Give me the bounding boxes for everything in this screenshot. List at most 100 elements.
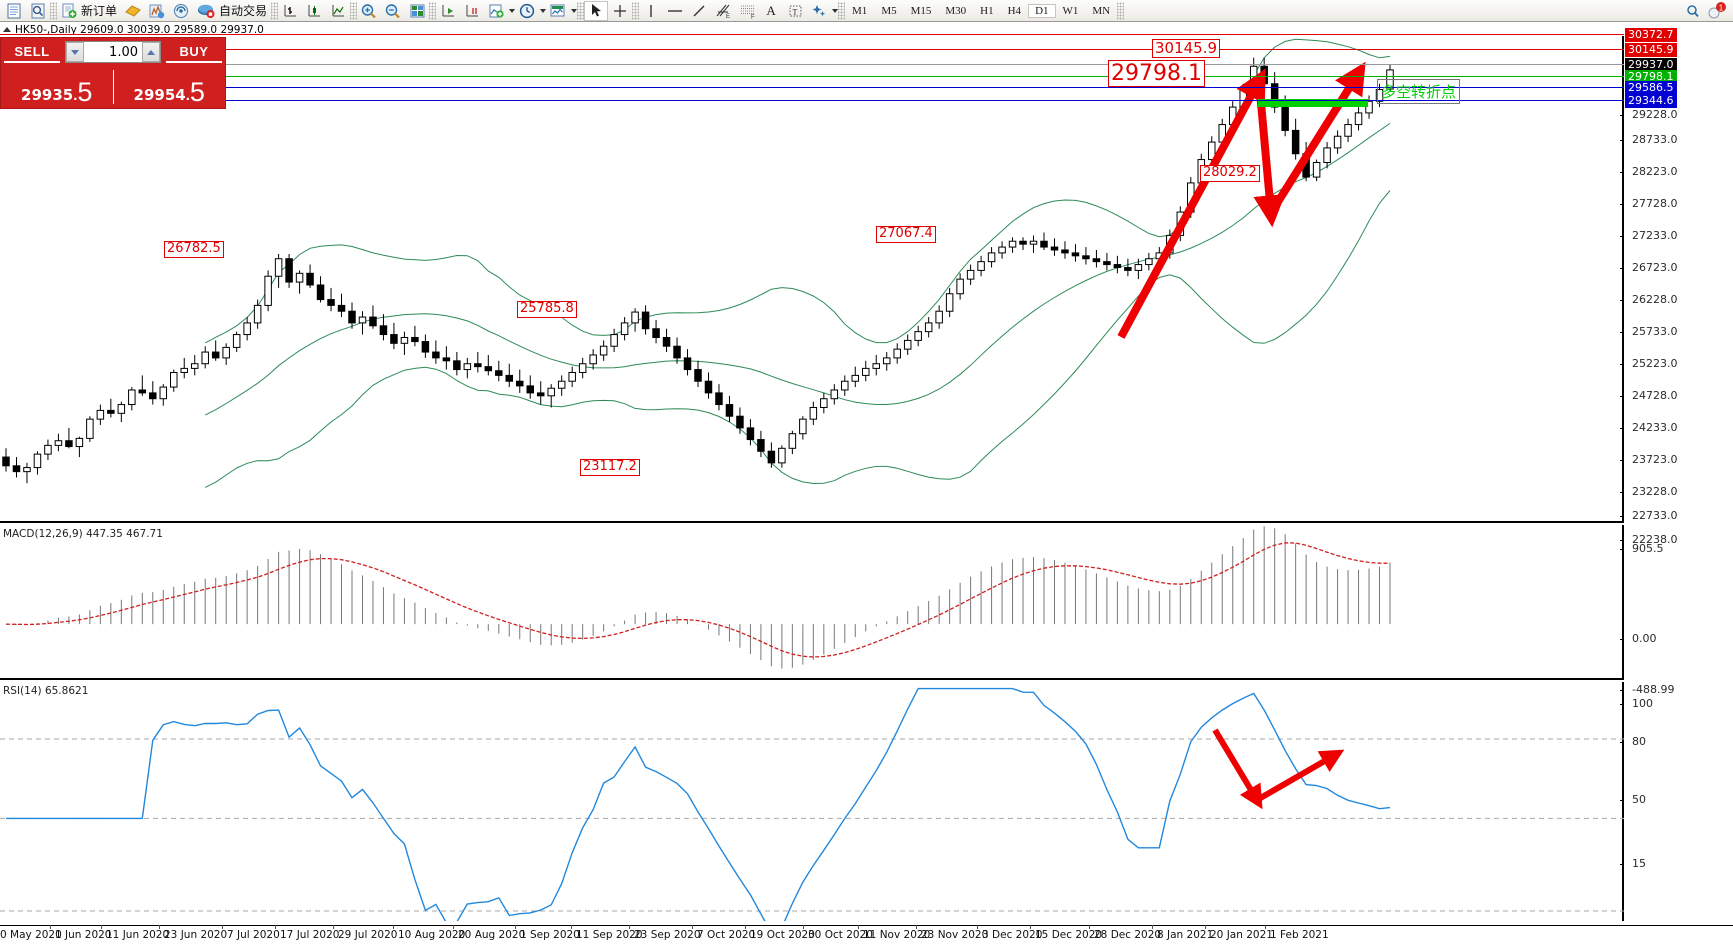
- chevron-up-icon: [147, 49, 155, 55]
- timeframe-d1[interactable]: D1: [1028, 3, 1056, 18]
- rsi-pane[interactable]: [0, 682, 1624, 921]
- price-tag-30145.9[interactable]: 30145.9: [1625, 43, 1677, 57]
- trendline-icon[interactable]: [687, 1, 711, 21]
- equidistant-channel-icon[interactable]: E: [711, 1, 735, 21]
- volume-value[interactable]: 1.00: [109, 44, 138, 60]
- macd-tick-905.5: 905.5: [1620, 542, 1664, 555]
- main-toolbar: 新订单 自动交易: [0, 0, 1733, 22]
- date-label: 28 Dec 2020: [1088, 925, 1162, 941]
- level-line-29798.1[interactable]: [0, 76, 1624, 77]
- price-tick-23723.0: 23723.0: [1620, 453, 1678, 466]
- bar-chart-icon[interactable]: [278, 1, 302, 21]
- buy-price[interactable]: 29954 . 5: [114, 66, 226, 108]
- timeframe-m5[interactable]: M5: [881, 4, 897, 17]
- horizontal-line-icon[interactable]: [663, 1, 687, 21]
- timeframe-mn[interactable]: MN: [1092, 4, 1111, 17]
- price-pane[interactable]: [0, 34, 1624, 523]
- zoom-in-icon[interactable]: [357, 1, 381, 21]
- price-pane-border: [1622, 36, 1624, 521]
- price-tag-30372.7[interactable]: 30372.7: [1625, 28, 1677, 42]
- date-label: 1 Feb 2021: [1265, 925, 1329, 941]
- collapse-triangle-icon[interactable]: [3, 27, 11, 32]
- timeframe-m1[interactable]: M1: [852, 4, 868, 17]
- callout-27067[interactable]: 27067.4: [876, 226, 936, 243]
- date-label: 23 Nov 2020: [915, 925, 989, 941]
- timeframe-w1[interactable]: W1: [1062, 4, 1079, 17]
- zoom-out-icon[interactable]: [381, 1, 405, 21]
- crosshair-icon[interactable]: [608, 1, 632, 21]
- date-label: 11 Sep 2020: [571, 925, 643, 941]
- price-axis[interactable]: 30372.7 30145.9 29937.0 29798.1 29586.5 29344…: [1619, 28, 1733, 925]
- callout-25785[interactable]: 25785.8: [517, 301, 577, 318]
- svg-text:T: T: [792, 7, 797, 16]
- shapes-dropdown-caret[interactable]: [832, 8, 839, 13]
- notifications-icon[interactable]: 1: [1705, 1, 1729, 21]
- price-tag-29586.5[interactable]: 29586.5: [1625, 81, 1677, 95]
- timeframe-m30[interactable]: M30: [945, 4, 967, 17]
- new-order-button[interactable]: 新订单: [57, 1, 121, 21]
- date-label: 1 Jun 2020: [49, 925, 112, 941]
- price-tag-29344.6[interactable]: 29344.6: [1625, 94, 1677, 108]
- templates-icon[interactable]: [546, 1, 570, 21]
- level-line-29937[interactable]: [0, 64, 1624, 65]
- toolbar-separator-2: [271, 1, 279, 20]
- callout-29798[interactable]: 29798.1: [1108, 60, 1205, 88]
- mql5-community-icon[interactable]: [121, 1, 145, 21]
- level-line-30145.9[interactable]: [0, 49, 1624, 50]
- timeframe-h1[interactable]: H1: [980, 4, 994, 17]
- callout-30145[interactable]: 30145.9: [1152, 39, 1221, 59]
- macd-pane-border: [1622, 525, 1624, 678]
- svg-text:E: E: [726, 14, 730, 19]
- macd-pane[interactable]: [0, 525, 1624, 680]
- new-chart-icon[interactable]: [2, 1, 26, 21]
- search-icon[interactable]: [1681, 1, 1705, 21]
- chart-area[interactable]: MACD(12,26,9) 447.35 467.71 RSI(14) 65.8…: [0, 28, 1733, 925]
- trade-panel-divider: [112, 70, 114, 104]
- line-chart-icon[interactable]: [326, 1, 350, 21]
- periods-dropdown-caret[interactable]: [540, 8, 547, 13]
- volume-increase-button[interactable]: [142, 42, 160, 62]
- callout-26782[interactable]: 26782.5: [164, 241, 224, 258]
- sell-price[interactable]: 29935 . 5: [1, 66, 113, 108]
- indicators-dropdown-caret[interactable]: [509, 8, 516, 13]
- vertical-line-icon[interactable]: [639, 1, 663, 21]
- chinese-annotation-label[interactable]: 多空转折点: [1377, 79, 1461, 104]
- cursor-icon[interactable]: [584, 0, 609, 21]
- volume-stepper[interactable]: 1.00: [65, 41, 161, 63]
- text-label-icon[interactable]: T: [783, 1, 807, 21]
- level-line-30372.7[interactable]: [0, 34, 1624, 35]
- buy-button[interactable]: BUY: [166, 41, 222, 63]
- price-tick-24233.0: 24233.0: [1620, 421, 1678, 434]
- macd-tick-0.00: 0.00: [1620, 632, 1657, 645]
- indicators-icon[interactable]: [484, 1, 508, 21]
- candlestick-chart-icon[interactable]: [302, 1, 326, 21]
- svg-text:F: F: [751, 14, 755, 19]
- price-tag-29937.0[interactable]: 29937.0: [1625, 58, 1677, 72]
- date-label: 7 Oct 2020: [691, 925, 756, 941]
- periods-icon[interactable]: [515, 1, 539, 21]
- chart-shift-icon[interactable]: [460, 1, 484, 21]
- templates-dropdown-caret[interactable]: [571, 8, 578, 13]
- auto-scroll-icon[interactable]: [436, 1, 460, 21]
- sell-button[interactable]: SELL: [4, 41, 60, 63]
- fibonacci-icon[interactable]: F: [735, 1, 759, 21]
- text-icon[interactable]: A: [766, 2, 776, 18]
- timeframe-m15[interactable]: M15: [910, 4, 932, 17]
- autotrading-button[interactable]: 自动交易: [193, 1, 271, 21]
- terminal-icon[interactable]: [145, 1, 169, 21]
- volume-decrease-button[interactable]: [66, 42, 84, 62]
- callout-23117[interactable]: 23117.2: [580, 459, 640, 476]
- one-click-trading-panel: SELL 1.00 BUY 29935 . 5 29954 . 5: [0, 37, 226, 109]
- timeframe-h4[interactable]: H4: [1007, 4, 1022, 17]
- callout-28029[interactable]: 28029.2: [1200, 165, 1260, 182]
- market-watch-icon[interactable]: [26, 1, 50, 21]
- date-label: 30 Oct 2020: [803, 925, 873, 941]
- price-tick-28223.0: 28223.0: [1620, 165, 1678, 178]
- date-label: 1 Sep 2020: [515, 925, 580, 941]
- price-tick-25223.0: 25223.0: [1620, 357, 1678, 370]
- signals-icon[interactable]: [169, 1, 193, 21]
- data-window-icon[interactable]: [405, 1, 429, 21]
- shapes-icon[interactable]: [807, 1, 831, 21]
- price-tag-29798.1[interactable]: 29798.1: [1625, 70, 1677, 84]
